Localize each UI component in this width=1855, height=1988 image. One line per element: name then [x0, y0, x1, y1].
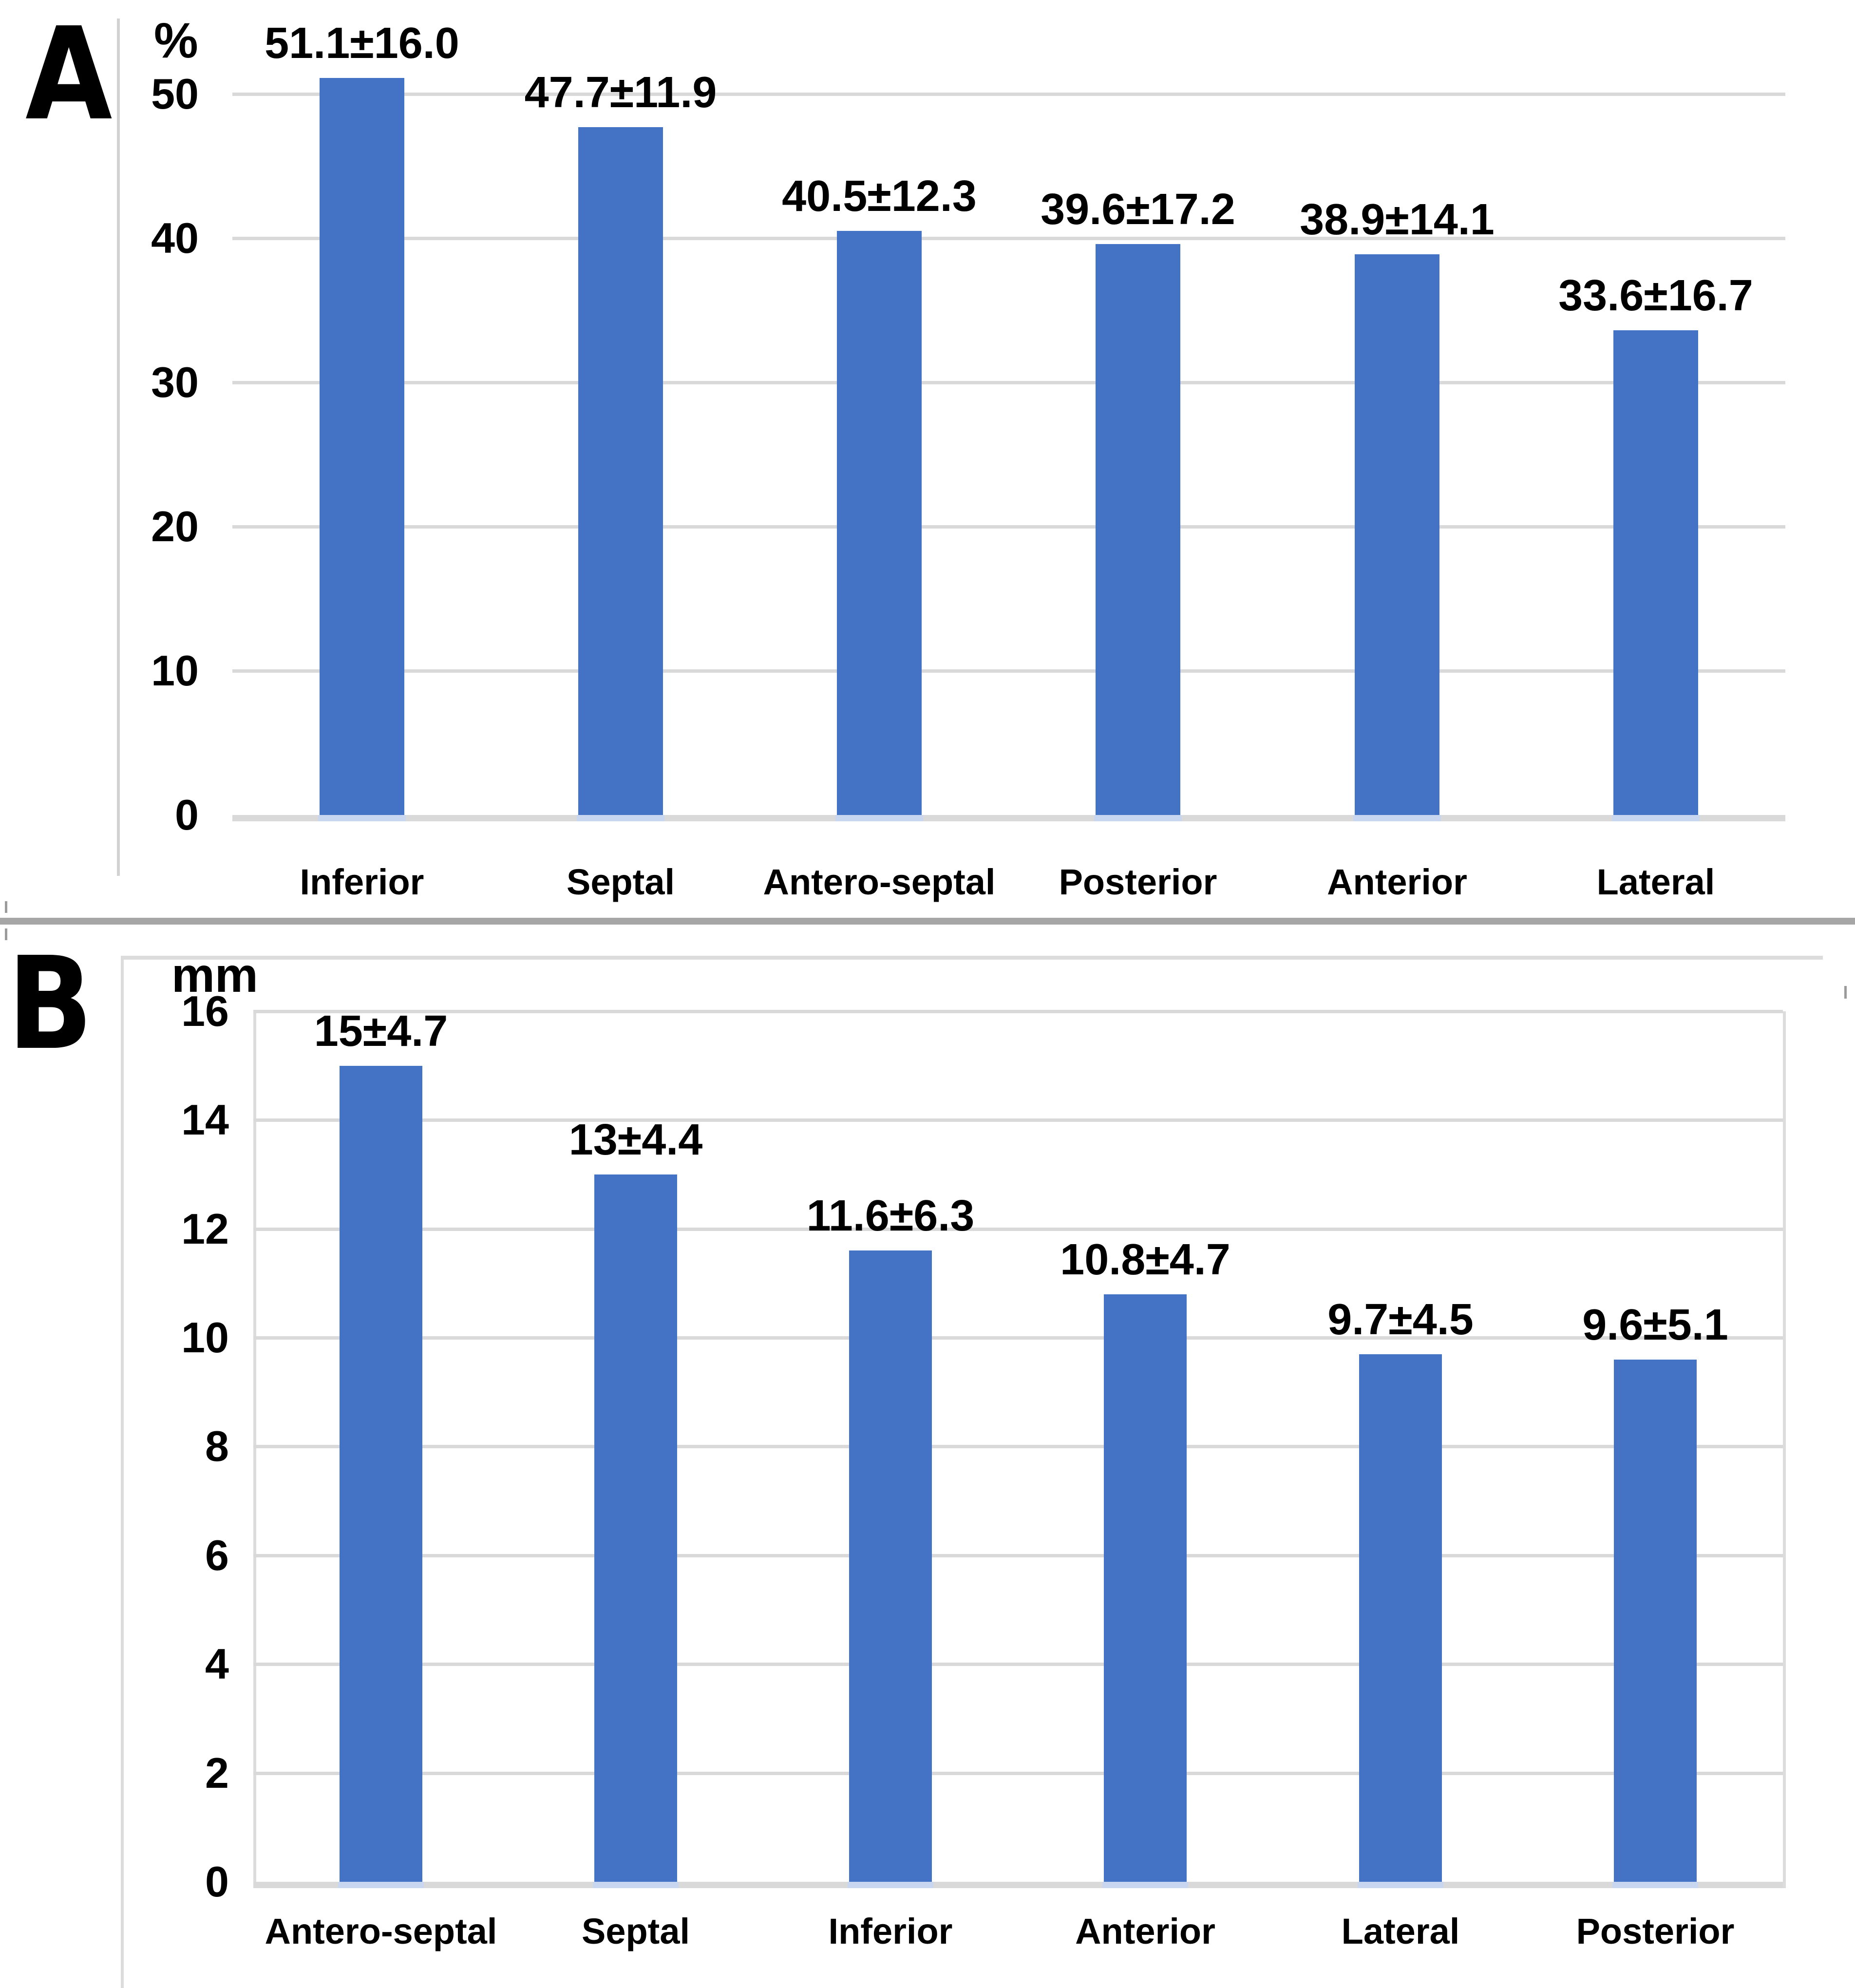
gridline-y12 [253, 1227, 1783, 1231]
value-label-lateral: 9.7±4.5 [1327, 1295, 1474, 1344]
x-label-antero-septal: Antero-septal [763, 862, 996, 902]
x-label-septal: Septal [581, 1911, 690, 1951]
bar-anterior [1355, 254, 1439, 815]
value-label-antero-septal: 15±4.7 [314, 1006, 448, 1056]
panel-b: B [0, 925, 1855, 1988]
y-tick-6: 6 [205, 1531, 229, 1579]
panel-a-letter: A [25, 0, 112, 149]
bar-footer-posterior [1094, 815, 1182, 821]
bar-footer-septal [577, 815, 664, 821]
value-label-posterior: 9.6±5.1 [1582, 1300, 1728, 1349]
x-label-lateral: Lateral [1596, 862, 1715, 902]
axis-baseline [253, 1882, 1783, 1888]
bar-footer-antero-septal [835, 815, 923, 821]
y-tick-12: 12 [181, 1204, 229, 1253]
scan-artifact [5, 901, 7, 913]
x-label-posterior: Posterior [1576, 1911, 1735, 1951]
gridline-y16 [253, 1009, 1783, 1013]
gridline-y10 [232, 669, 1785, 673]
bar-footer-anterior [1353, 815, 1441, 821]
scan-artifact [5, 928, 7, 940]
bar-septal [578, 127, 663, 815]
panel-b-unit-label: mm [171, 948, 258, 1003]
x-label-posterior: Posterior [1059, 862, 1217, 902]
x-label-antero-septal: Antero-septal [265, 1911, 497, 1951]
bar-antero-septal [340, 1065, 422, 1882]
gridline-y4 [253, 1663, 1783, 1666]
bar-inferior [849, 1250, 932, 1882]
gridline-y2 [253, 1771, 1783, 1775]
value-label-septal: 13±4.4 [568, 1115, 703, 1164]
bar-footer-antero-septal [338, 1882, 424, 1888]
value-label-lateral: 33.6±16.7 [1558, 271, 1753, 321]
value-label-septal: 47.7±11.9 [524, 68, 717, 117]
x-label-lateral: Lateral [1341, 1911, 1460, 1951]
bar-septal [594, 1174, 677, 1882]
bar-footer-septal [593, 1882, 679, 1888]
value-label-inferior: 51.1±16.0 [265, 19, 459, 68]
value-label-antero-septal: 40.5±12.3 [782, 172, 977, 221]
y-tick-4: 4 [205, 1640, 229, 1688]
gridline-y6 [253, 1553, 1783, 1557]
panel-separator [0, 918, 1855, 925]
panel-b-frame-top [121, 956, 1823, 960]
x-label-septal: Septal [566, 862, 675, 902]
y-tick-16: 16 [181, 986, 229, 1035]
gridline-y10 [253, 1336, 1783, 1340]
panel-a: A % [0, 0, 1855, 918]
y-tick-14: 14 [181, 1096, 229, 1144]
x-label-anterior: Anterior [1327, 862, 1467, 902]
y-tick-10: 10 [151, 646, 199, 695]
bar-lateral [1613, 330, 1698, 815]
gridline-y8 [253, 1445, 1783, 1449]
y-tick-10: 10 [181, 1313, 229, 1362]
x-label-anterior: Anterior [1075, 1911, 1215, 1951]
panel-b-letter: B [7, 929, 93, 1078]
bar-posterior [1614, 1359, 1697, 1882]
y-tick-20: 20 [151, 502, 199, 550]
bar-footer-anterior [1102, 1882, 1188, 1888]
panel-b-frame-left [121, 956, 124, 1988]
y-tick-8: 8 [205, 1422, 229, 1471]
gridline-y40 [232, 237, 1785, 240]
bar-lateral [1359, 1354, 1442, 1882]
bar-posterior [1096, 244, 1180, 815]
panel-a-axis-line [117, 19, 120, 876]
axis-baseline [232, 815, 1785, 821]
bar-footer-lateral [1358, 1882, 1443, 1888]
bar-footer-lateral [1612, 815, 1700, 821]
x-label-inferior: Inferior [300, 862, 424, 902]
y-tick-40: 40 [151, 214, 199, 262]
value-label-anterior: 10.8±4.7 [1060, 1235, 1230, 1284]
gridline-y14 [253, 1118, 1783, 1122]
value-label-inferior: 11.6±6.3 [806, 1192, 975, 1241]
gridline-y20 [232, 525, 1785, 529]
value-label-anterior: 38.9±14.1 [1300, 195, 1495, 244]
scan-artifact [1844, 986, 1847, 999]
y-tick-50: 50 [151, 70, 199, 118]
plot-box-left [253, 1011, 256, 1888]
bar-anterior [1104, 1294, 1187, 1882]
bar-inferior [320, 78, 404, 815]
y-tick-2: 2 [205, 1748, 229, 1797]
panel-a-unit-label: % [154, 13, 198, 68]
bar-footer-inferior [318, 815, 406, 821]
value-label-posterior: 39.6±17.2 [1041, 185, 1235, 234]
bar-footer-posterior [1612, 1882, 1698, 1888]
gridline-y50 [232, 93, 1785, 96]
y-tick-0: 0 [205, 1857, 229, 1906]
plot-box-right [1783, 1011, 1786, 1888]
x-label-inferior: Inferior [828, 1911, 953, 1951]
y-tick-30: 30 [151, 358, 199, 406]
y-tick-0: 0 [175, 791, 199, 839]
gridline-y30 [232, 381, 1785, 384]
bar-footer-inferior [848, 1882, 933, 1888]
bar-antero-septal [837, 231, 922, 815]
